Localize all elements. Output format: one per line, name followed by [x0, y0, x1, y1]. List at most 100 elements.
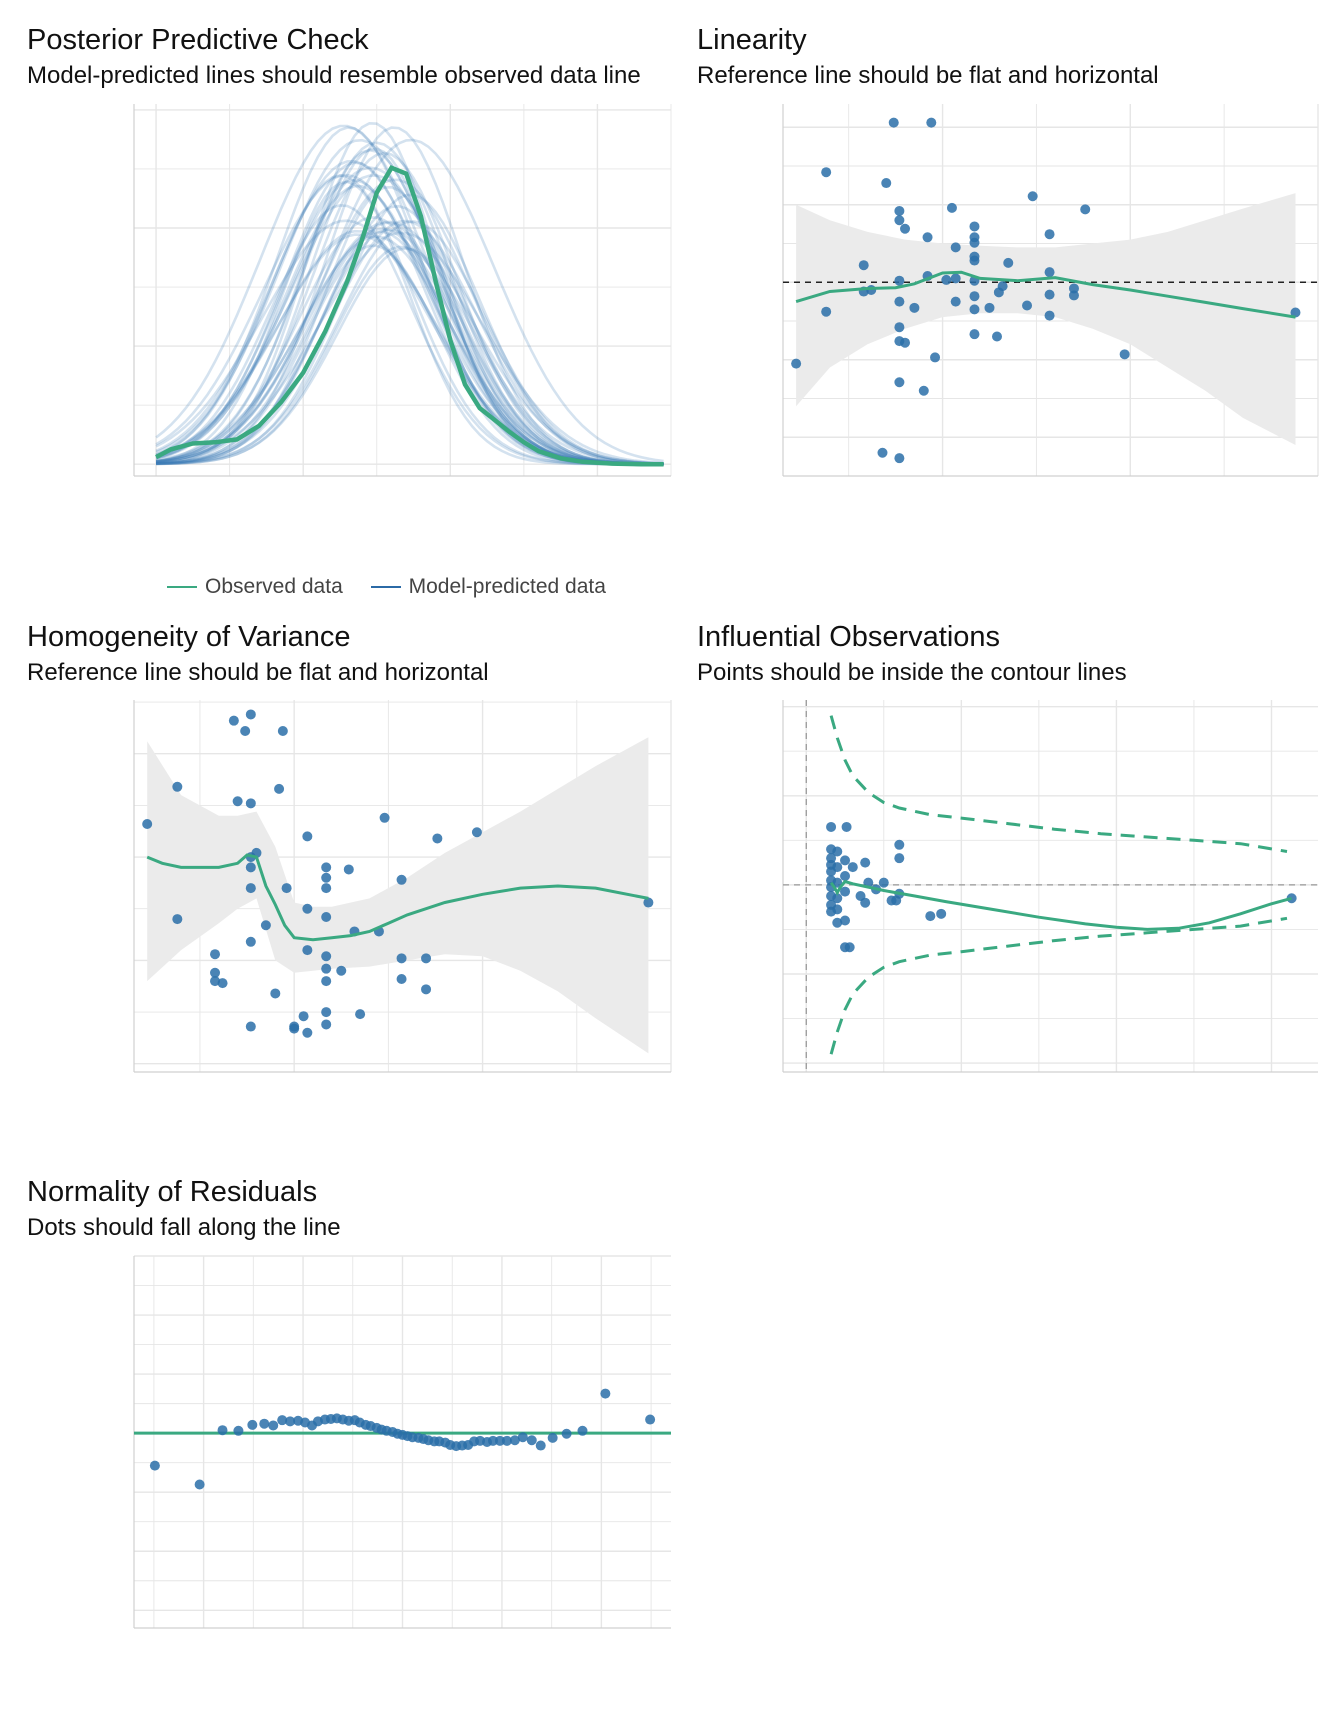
ppc-predicted-line — [156, 220, 664, 465]
lin-smooth-line — [795, 270, 1296, 319]
lin-residual-point — [930, 352, 941, 363]
lin-residual-point — [922, 232, 933, 243]
hom-point — [245, 1021, 256, 1032]
hom-point — [142, 819, 153, 829]
lin-residual-point — [946, 202, 957, 213]
lin-residual-point — [1044, 289, 1055, 300]
inf-contour-upper — [829, 715, 1288, 853]
lin-residual-point — [909, 302, 920, 313]
qq-point — [494, 1435, 505, 1446]
hom-point — [355, 1009, 366, 1020]
lin-residual-point — [900, 337, 911, 348]
qq-point — [577, 1425, 588, 1436]
hom-point — [245, 798, 256, 809]
qq-point — [247, 1419, 258, 1430]
inf-point — [840, 855, 851, 866]
hom-point — [245, 862, 256, 873]
qq-point — [285, 1416, 296, 1427]
hom-point — [302, 903, 313, 914]
lin-residual-point — [900, 223, 911, 234]
hom-point — [321, 872, 332, 883]
lin-title: Linearity — [697, 24, 807, 56]
lin-residual-point — [894, 215, 905, 226]
lin-residual-point — [894, 322, 905, 333]
qq-point — [645, 1414, 656, 1425]
legend-predicted-swatch — [370, 586, 401, 589]
hom-point — [343, 864, 354, 875]
hom-point — [210, 976, 221, 987]
hom-subtitle: Reference line should be flat and horizo… — [27, 659, 489, 686]
lin-axes — [782, 104, 1319, 477]
lin-residual-point — [1022, 300, 1033, 311]
inf-point — [832, 877, 843, 888]
qq-point — [501, 1435, 512, 1446]
hom-point — [281, 883, 292, 894]
ppc-predicted-line — [155, 180, 664, 466]
lin-residual-point — [821, 306, 832, 317]
inf-point — [878, 877, 889, 888]
lin-residual-point — [821, 167, 832, 178]
hom-point — [302, 1027, 313, 1038]
qq-point — [547, 1432, 558, 1443]
qq-point — [561, 1428, 572, 1439]
qq-point — [526, 1435, 537, 1446]
legend-observed-label: Observed data — [205, 575, 343, 598]
lin-residual-point — [894, 205, 905, 216]
hom-point — [321, 963, 332, 974]
lin-residual-point — [894, 453, 905, 464]
inf-smooth-line — [829, 879, 1292, 931]
hom-smooth-line — [146, 853, 649, 942]
hom-point — [274, 783, 285, 794]
lin-residual-point — [918, 385, 929, 396]
lin-residual-point — [877, 447, 888, 458]
qq-point — [600, 1388, 611, 1399]
ppc-predicted-line — [156, 219, 664, 465]
hom-point — [172, 914, 183, 925]
lin-residual-point — [866, 285, 877, 295]
inf-contour-lower — [829, 916, 1288, 1055]
qq-point — [517, 1432, 528, 1443]
inf-point — [832, 904, 843, 915]
lin-residual-point — [950, 296, 961, 307]
inf-point — [832, 917, 843, 928]
lin-residual-point — [950, 273, 961, 284]
ppc-predicted-line — [156, 247, 664, 466]
hom-point — [321, 1019, 332, 1030]
ppc-predicted-line — [155, 166, 664, 466]
inf-point — [844, 942, 855, 953]
inf-point — [826, 821, 837, 832]
inf-axes — [782, 700, 1318, 1073]
ppc-predicted-line — [155, 227, 664, 466]
inf-point — [936, 908, 947, 919]
inf-point — [1286, 893, 1297, 904]
inf-point — [840, 870, 851, 881]
lin-residual-point — [881, 178, 892, 189]
inf-point — [847, 862, 858, 873]
hom-point — [421, 953, 432, 964]
hom-point — [260, 920, 271, 931]
lin-residual-point — [969, 304, 980, 315]
lin-confidence-band — [796, 193, 1296, 445]
hom-point — [379, 812, 390, 823]
hom-point — [245, 709, 256, 720]
lin-residual-point — [969, 291, 980, 302]
hom-point — [172, 781, 183, 792]
lin-residual-point — [950, 242, 961, 253]
hom-confidence-band — [147, 737, 649, 1054]
legend-predicted-label: Model-predicted data — [408, 575, 606, 598]
lin-residual-point — [1080, 204, 1091, 215]
hom-point — [396, 953, 407, 964]
ppc-predicted-line — [155, 141, 664, 466]
legend-predicted: Model-predicted data — [370, 575, 606, 599]
qq-axes — [133, 1255, 671, 1629]
inf-point — [894, 853, 905, 864]
inf-point — [894, 839, 905, 850]
qq-title: Normality of Residuals — [27, 1176, 318, 1208]
hom-axes — [133, 700, 672, 1073]
hom-point — [471, 827, 482, 838]
hom-point — [217, 978, 228, 989]
qq-point — [149, 1460, 160, 1471]
legend-observed: Observed data — [167, 575, 343, 599]
inf-point — [832, 862, 843, 873]
